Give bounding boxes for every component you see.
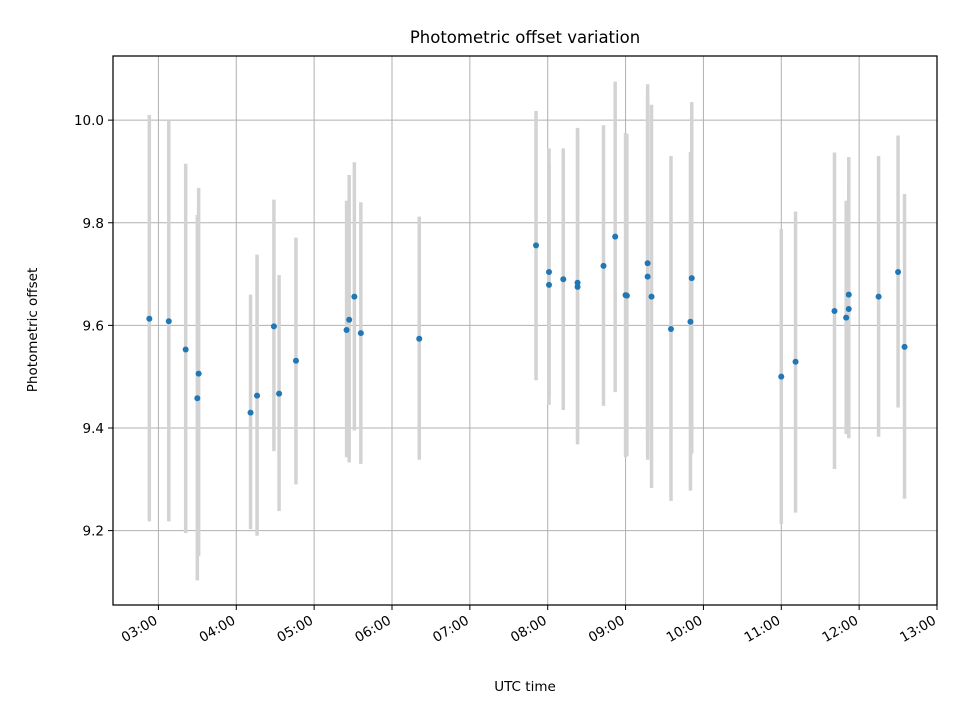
data-point xyxy=(845,305,852,312)
data-point xyxy=(831,308,838,315)
data-point xyxy=(875,293,882,300)
data-point xyxy=(247,409,254,416)
plot-frame xyxy=(112,55,938,606)
data-point xyxy=(270,323,277,330)
data-point xyxy=(687,318,694,325)
data-point xyxy=(351,293,358,300)
data-point xyxy=(533,242,540,249)
y-axis-label: Photometric offset xyxy=(25,268,41,392)
y-tick-label: 9.6 xyxy=(83,318,104,334)
data-point xyxy=(357,330,364,337)
y-tick-label: 10.0 xyxy=(74,113,104,129)
chart-title: Photometric offset variation xyxy=(410,28,640,47)
data-point xyxy=(292,357,299,364)
data-point xyxy=(843,314,850,321)
data-point xyxy=(688,275,695,282)
data-point xyxy=(792,358,799,365)
y-tick-label: 9.2 xyxy=(83,524,104,540)
data-point xyxy=(195,370,202,377)
data-point xyxy=(546,281,553,288)
data-point xyxy=(895,269,902,276)
data-point xyxy=(254,392,261,399)
data-point xyxy=(560,276,567,283)
data-point xyxy=(416,335,423,342)
data-point xyxy=(644,273,651,280)
data-point xyxy=(165,318,172,325)
data-point xyxy=(648,293,655,300)
data-point xyxy=(574,283,581,290)
data-point xyxy=(194,395,201,402)
data-point xyxy=(182,346,189,353)
data-point xyxy=(667,325,674,332)
data-point xyxy=(612,233,619,240)
x-axis-label: UTC time xyxy=(494,679,556,695)
data-point xyxy=(146,315,153,322)
y-axis-ticks: 9.2 9.4 9.6 9.8 10.0 xyxy=(74,113,113,540)
data-point xyxy=(901,343,908,350)
data-point xyxy=(346,316,353,323)
y-tick-label: 9.8 xyxy=(83,216,104,232)
data-point xyxy=(778,373,785,380)
data-point xyxy=(574,279,581,286)
data-point xyxy=(644,260,651,267)
data-point xyxy=(600,262,607,269)
data-point xyxy=(276,390,283,397)
data-points xyxy=(146,233,908,416)
data-point xyxy=(343,326,350,333)
y-tick-label: 9.4 xyxy=(83,421,104,437)
data-point xyxy=(623,292,630,299)
data-point xyxy=(546,269,553,276)
data-point xyxy=(845,291,852,298)
